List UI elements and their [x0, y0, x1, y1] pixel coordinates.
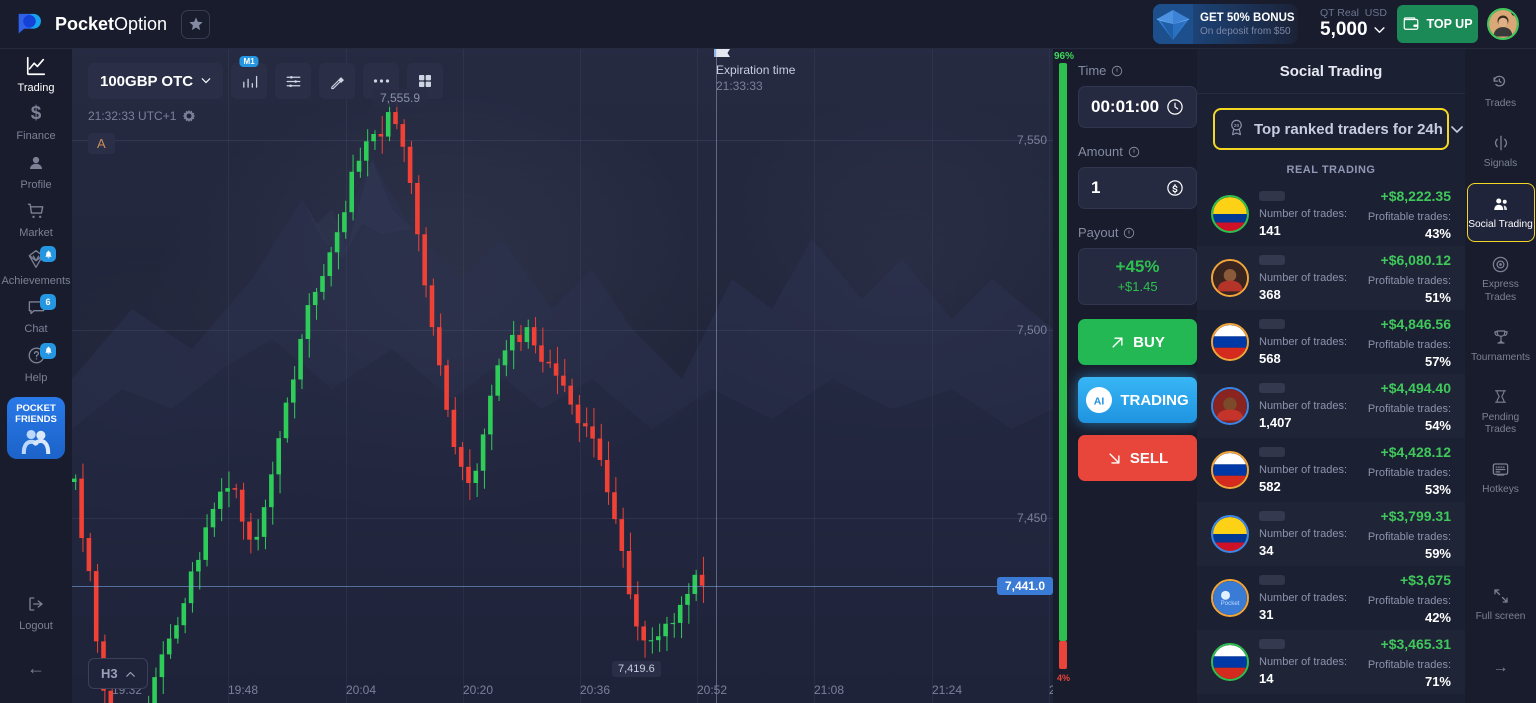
svg-text:Pocket: Pocket — [1220, 600, 1239, 607]
svg-text:AI: AI — [1094, 396, 1105, 408]
svg-text:20: 20 — [1234, 123, 1240, 129]
